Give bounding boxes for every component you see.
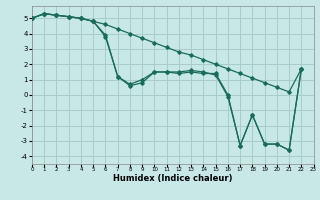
X-axis label: Humidex (Indice chaleur): Humidex (Indice chaleur) xyxy=(113,174,233,183)
